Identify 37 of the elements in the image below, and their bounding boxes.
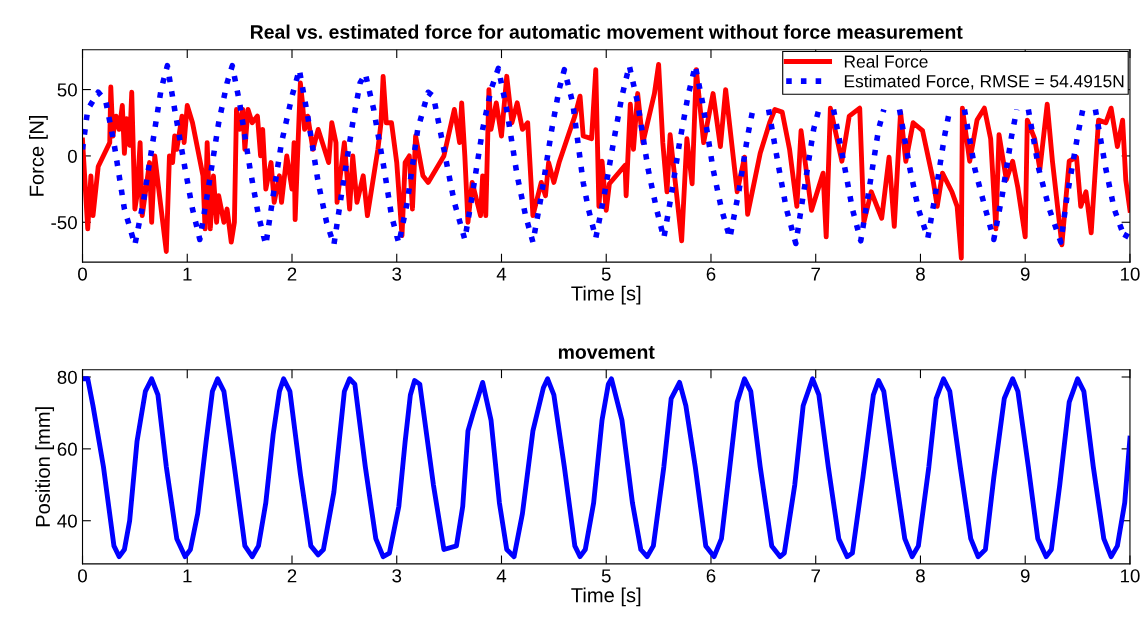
x-tick-label: 3 (392, 569, 402, 583)
x-tick-label: 7 (811, 267, 820, 281)
y-tick-label: 80 (57, 370, 77, 384)
x-tick-label: 3 (392, 267, 402, 281)
x-tick-label: 8 (916, 569, 925, 583)
x-tick-label: 10 (1120, 267, 1140, 281)
legend-label: Estimated Force, RMSE = 54.4915N (844, 74, 1124, 90)
y-tick-label: 40 (57, 514, 77, 528)
y-tick-label: 60 (57, 442, 77, 456)
y-axis-title: Force [N] (29, 115, 48, 196)
x-tick-label: 4 (496, 267, 507, 281)
y-tick-label: 0 (67, 149, 77, 163)
x-tick-label: 1 (183, 569, 192, 583)
y-tick-label: 50 (57, 83, 77, 97)
x-tick-label: 1 (183, 267, 192, 281)
x-tick-label: 0 (78, 569, 87, 583)
x-tick-label: 4 (496, 569, 507, 583)
x-axis-title: Time [s] (571, 587, 641, 607)
line-series (82, 376, 1130, 560)
y-tick-label: -50 (51, 215, 77, 230)
x-tick-label: 0 (78, 267, 87, 281)
x-tick-label: 5 (601, 267, 611, 281)
x-tick-label: 9 (1020, 267, 1030, 281)
x-tick-label: 6 (706, 267, 716, 281)
x-tick-label: 9 (1020, 569, 1030, 583)
x-tick-label: 7 (811, 569, 820, 583)
x-tick-label: 2 (287, 267, 297, 281)
y-axis-title: Position [mm] (35, 407, 55, 527)
chart-title: Real vs. estimated force for automatic movement without force measurement (250, 24, 963, 39)
legend-label: Real Force (844, 54, 928, 68)
x-tick-label: 6 (706, 569, 716, 583)
x-tick-label: 10 (1120, 569, 1140, 583)
x-tick-label: 5 (601, 569, 611, 583)
chart-title: movement (558, 346, 655, 359)
x-axis-title: Time [s] (571, 285, 641, 305)
x-tick-label: 2 (287, 569, 297, 583)
x-tick-label: 8 (916, 267, 925, 281)
